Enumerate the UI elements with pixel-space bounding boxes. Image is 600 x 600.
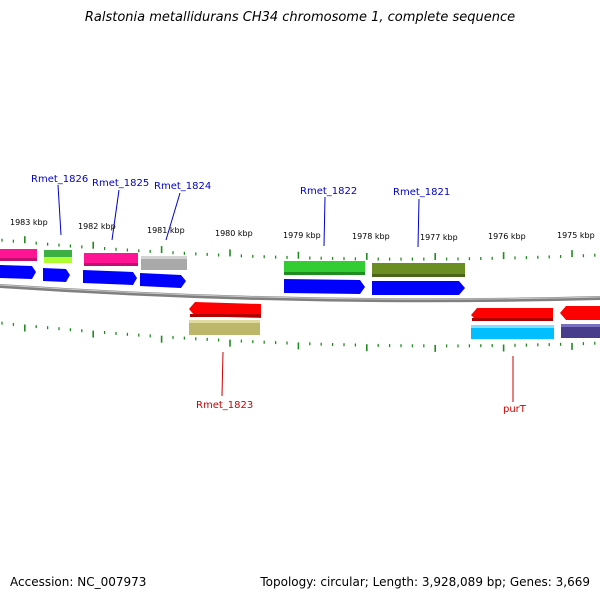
scale-labels: 1983 kbp 1982 kbp 1981 kbp 1980 kbp 1979… — [10, 218, 595, 242]
cds-arrow-forward[interactable] — [43, 268, 70, 282]
feature-bar-gray[interactable] — [141, 256, 187, 270]
feature-bar-green[interactable] — [284, 261, 365, 275]
gene-label-rmet-1826[interactable]: Rmet_1826 — [31, 174, 88, 185]
cds-arrow-forward[interactable] — [83, 270, 137, 285]
backbone-highlight — [0, 284, 600, 300]
scale-label-1980: 1980 kbp — [215, 229, 253, 238]
scale-label-1978: 1978 kbp — [352, 232, 390, 241]
upper-tick-track — [1, 236, 596, 261]
reverse-cds-row — [189, 302, 600, 321]
feature-bar-olive[interactable] — [372, 263, 465, 277]
scale-label-1982: 1982 kbp — [78, 222, 116, 231]
gene-labels-forward: Rmet_1826 Rmet_1825 Rmet_1824 Rmet_1822 … — [31, 174, 450, 198]
gene-label-rmet-1825[interactable]: Rmet_1825 — [92, 178, 149, 189]
scale-label-1983: 1983 kbp — [10, 218, 48, 227]
cds-arrow-forward[interactable] — [0, 265, 36, 279]
cds-arrow-reverse[interactable] — [560, 306, 600, 320]
chromosome-backbone — [0, 284, 600, 303]
sequence-summary: Topology: circular; Length: 3,928,089 bp… — [260, 575, 590, 589]
lower-feature-row — [189, 320, 600, 339]
map-title: Ralstonia metallidurans CH34 chromosome … — [84, 10, 516, 25]
gene-labels-reverse: Rmet_1823 purT — [196, 400, 527, 415]
accession-label: Accession: NC_007973 — [10, 575, 147, 589]
feature-bar-green-lime[interactable] — [44, 250, 72, 257]
feature-bar-khaki[interactable] — [189, 320, 260, 335]
cds-arrow-forward[interactable] — [284, 279, 365, 294]
gene-label-rmet-1822[interactable]: Rmet_1822 — [300, 186, 357, 197]
upper-feature-row — [0, 249, 465, 277]
cds-arrow-reverse[interactable] — [471, 308, 553, 321]
cds-arrow-forward[interactable] — [372, 281, 465, 295]
gene-label-rmet-1824[interactable]: Rmet_1824 — [154, 181, 211, 192]
label-connectors — [57, 184, 514, 402]
forward-cds-row — [0, 265, 465, 295]
scale-label-1981: 1981 kbp — [147, 226, 185, 235]
gene-label-rmet-1821[interactable]: Rmet_1821 — [393, 187, 450, 198]
gene-label-rmet-1823[interactable]: Rmet_1823 — [196, 400, 253, 411]
feature-bar-purple[interactable] — [561, 324, 600, 338]
scale-label-1977: 1977 kbp — [420, 233, 458, 242]
feature-bar-pink[interactable] — [84, 253, 138, 266]
gene-label-purt[interactable]: purT — [503, 404, 527, 415]
cds-arrow-forward[interactable] — [140, 273, 186, 288]
scale-label-1975: 1975 kbp — [557, 231, 595, 240]
scale-label-1976: 1976 kbp — [488, 232, 526, 241]
scale-label-1979: 1979 kbp — [283, 231, 321, 240]
feature-bar-cyan[interactable] — [471, 325, 554, 339]
lower-tick-track — [1, 321, 596, 352]
